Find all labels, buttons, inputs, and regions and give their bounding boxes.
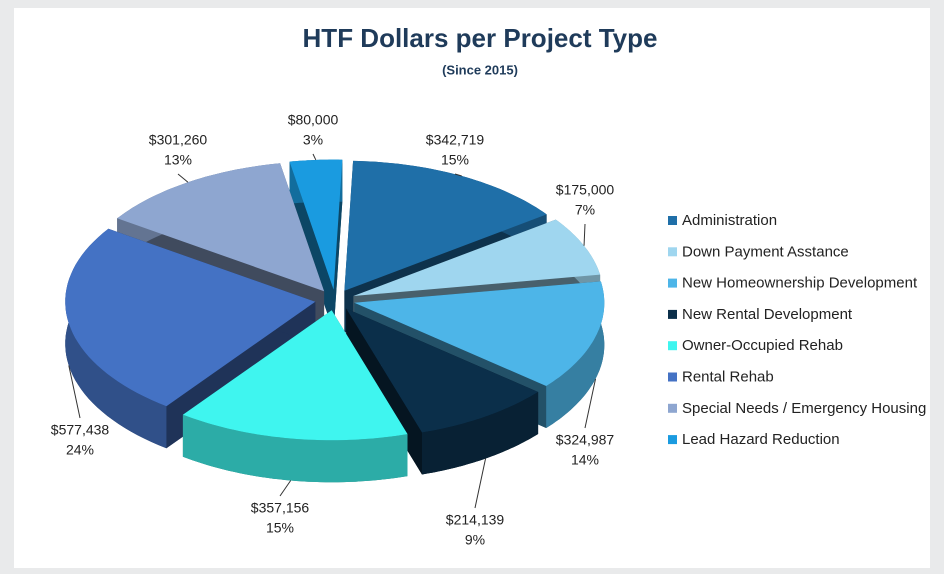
- leader-line: [454, 173, 462, 177]
- slice-top: [289, 159, 343, 290]
- data-label: $577,438: [51, 422, 110, 438]
- percent-label: 3%: [303, 132, 323, 148]
- slice-top: [353, 219, 601, 296]
- slice-wall: [182, 414, 408, 483]
- slice-top: [182, 310, 408, 441]
- slice: [346, 308, 539, 475]
- leader-line: [312, 153, 317, 161]
- legend-swatch: [668, 372, 677, 382]
- slice-top: [117, 163, 325, 292]
- chart-title: HTF Dollars per Project Type: [303, 23, 658, 53]
- legend-swatch: [668, 435, 677, 445]
- legend-swatch: [668, 216, 677, 225]
- data-label: $80,000: [288, 112, 339, 128]
- legend-swatch: [668, 341, 677, 351]
- slice-top: [346, 308, 539, 433]
- leader-line: [584, 378, 597, 429]
- legend-label: Special Needs / Emergency Housing: [682, 400, 926, 417]
- leader-line: [583, 223, 586, 246]
- percent-label: 15%: [266, 520, 294, 536]
- legend-swatch: [668, 309, 677, 319]
- chart-subtitle: (Since 2015): [442, 62, 518, 77]
- data-label: $324,987: [556, 432, 615, 448]
- slice-wall: [422, 392, 539, 475]
- legend-swatch: [668, 403, 677, 413]
- slice: [182, 310, 408, 483]
- slice-top: [344, 160, 547, 291]
- percent-label: 9%: [465, 532, 485, 548]
- legend-label: Lead Hazard Reduction: [682, 431, 840, 448]
- legend-label: Rental Rehab: [682, 368, 774, 385]
- percent-label: 24%: [66, 442, 94, 458]
- leader-line: [68, 365, 81, 419]
- legend-swatch: [668, 278, 677, 288]
- slice-wall: [546, 281, 605, 428]
- legend-label: Owner-Occupied Rehab: [682, 337, 843, 354]
- percent-label: 13%: [164, 152, 192, 168]
- legend-label: Administration: [682, 212, 777, 229]
- leader-line: [474, 458, 487, 509]
- slice-top: [354, 281, 605, 386]
- percent-label: 7%: [575, 202, 595, 218]
- data-label: $301,260: [149, 132, 208, 148]
- legend-swatch: [668, 247, 677, 257]
- data-label: $357,156: [251, 500, 310, 516]
- legend-label: Down Payment Asstance: [682, 243, 849, 260]
- slice-top: [65, 228, 316, 407]
- legend-label: New Homeownership Development: [682, 275, 918, 292]
- data-label: $342,719: [426, 132, 485, 148]
- data-label: $175,000: [556, 182, 615, 198]
- legend-label: New Rental Development: [682, 306, 853, 323]
- data-label: $214,139: [446, 512, 505, 528]
- leader-line: [177, 173, 189, 183]
- percent-label: 15%: [441, 152, 469, 168]
- slice-side: [333, 159, 343, 332]
- leader-line: [279, 480, 292, 497]
- percent-label: 14%: [571, 452, 599, 468]
